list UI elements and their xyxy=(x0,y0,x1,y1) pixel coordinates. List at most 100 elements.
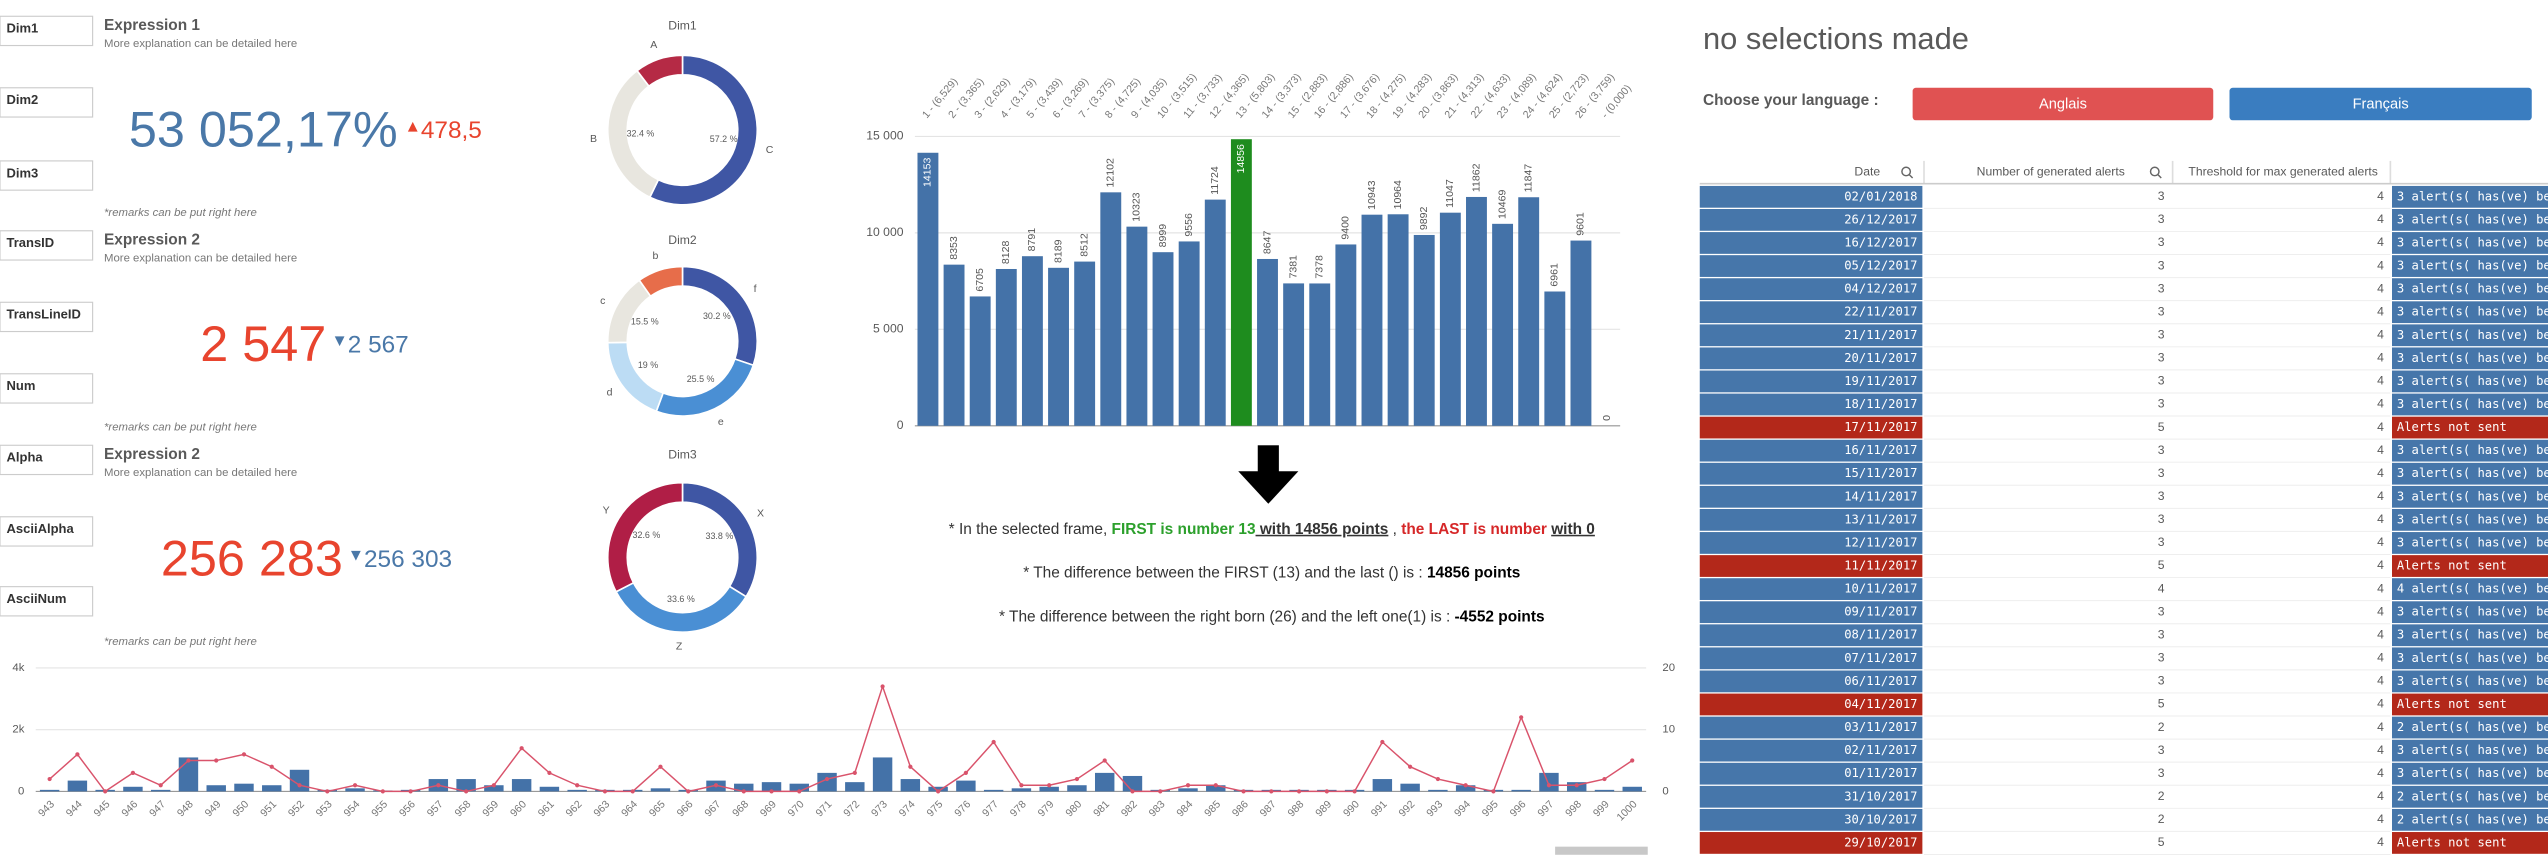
date-cell[interactable] xyxy=(1699,555,1923,577)
date-cell[interactable] xyxy=(1699,462,1923,485)
date-cell[interactable] xyxy=(1699,647,1923,670)
date-cell[interactable] xyxy=(1699,578,1923,600)
date-cell[interactable] xyxy=(1699,185,1923,208)
date-text: 18/11/2017 xyxy=(1844,397,1917,411)
date-text: 16/11/2017 xyxy=(1844,443,1917,457)
status-text: 3 alert(s( has(ve) been se xyxy=(2397,259,2548,273)
bar-value-label: 8999 xyxy=(1157,224,1169,248)
date-cell[interactable] xyxy=(1699,832,1923,854)
status-text: 3 alert(s( has(ve) been se xyxy=(2397,466,2548,480)
date-text: 14/11/2017 xyxy=(1844,489,1917,503)
date-cell[interactable] xyxy=(1699,232,1923,254)
filter-box[interactable] xyxy=(0,87,94,118)
date-cell[interactable] xyxy=(1699,347,1923,370)
date-text: 02/01/2018 xyxy=(1844,189,1917,203)
date-cell[interactable] xyxy=(1699,324,1923,347)
date-cell[interactable] xyxy=(1699,785,1923,808)
status-cell xyxy=(2392,255,2548,277)
date-cell[interactable] xyxy=(1699,762,1923,785)
language-button[interactable] xyxy=(2229,87,2532,121)
search-icon[interactable] xyxy=(1908,174,1914,179)
kpi-secondary: 2 567 xyxy=(348,332,409,359)
date-text: 15/11/2017 xyxy=(1844,466,1917,480)
line-point xyxy=(214,758,219,763)
alerts-threshold: 4 xyxy=(2377,466,2384,480)
date-text: 31/10/2017 xyxy=(1844,789,1917,803)
alerts-threshold: 4 xyxy=(2377,835,2384,849)
date-cell[interactable] xyxy=(1699,255,1923,277)
status-text: 3 alert(s( has(ve) been se xyxy=(2397,674,2548,688)
bar xyxy=(262,785,282,792)
bar xyxy=(995,268,1017,426)
bar xyxy=(900,779,921,792)
alerts-threshold: 4 xyxy=(2377,581,2384,595)
line-point xyxy=(130,770,136,775)
bar xyxy=(1455,785,1476,792)
donut-slice xyxy=(606,481,684,593)
language-button[interactable] xyxy=(1912,87,2214,121)
status-cell xyxy=(2392,624,2548,647)
date-cell[interactable] xyxy=(1699,739,1923,762)
filter-box[interactable] xyxy=(0,586,94,617)
status-cell xyxy=(2392,670,2548,693)
alerts-count: 3 xyxy=(2158,327,2165,341)
line-point xyxy=(713,783,719,788)
status-cell xyxy=(2392,301,2548,324)
alerts-threshold: 4 xyxy=(2377,720,2384,734)
date-cell[interactable] xyxy=(1699,439,1923,462)
date-cell[interactable] xyxy=(1699,716,1923,739)
filter-box[interactable] xyxy=(0,444,94,476)
date-cell[interactable] xyxy=(1699,301,1923,324)
filter-box[interactable] xyxy=(0,516,94,547)
bar xyxy=(206,785,226,792)
status-cell xyxy=(2392,485,2548,508)
date-cell[interactable] xyxy=(1699,393,1923,416)
language-button-label[interactable]: Anglais xyxy=(2039,97,2087,113)
filter-box[interactable] xyxy=(0,160,94,191)
search-icon[interactable] xyxy=(2149,166,2160,177)
note-text: * In the selected frame, xyxy=(949,521,1112,538)
date-cell[interactable] xyxy=(1699,209,1923,231)
date-cell[interactable] xyxy=(1699,670,1923,693)
date-cell[interactable] xyxy=(1699,624,1923,647)
scrollbar[interactable] xyxy=(1555,846,1648,855)
column-header: Threshold for max generated alerts xyxy=(2188,165,2377,179)
date-cell[interactable] xyxy=(1699,508,1923,531)
filter-box[interactable] xyxy=(0,301,94,333)
status-cell xyxy=(2392,416,2548,439)
kpi-value: 256 283 xyxy=(161,530,343,587)
bar xyxy=(1100,192,1122,426)
bar xyxy=(969,296,991,426)
status-text: 3 alert(s( has(ve) been se xyxy=(2397,189,2548,203)
kpi-value: 53 052,17% xyxy=(129,101,398,158)
date-cell[interactable] xyxy=(1699,370,1923,393)
filter-label: Num xyxy=(7,378,36,393)
bar xyxy=(1387,214,1409,426)
alerts-count: 5 xyxy=(2158,697,2165,711)
language-button-label[interactable]: Français xyxy=(2353,97,2409,113)
date-cell[interactable] xyxy=(1699,532,1923,554)
date-cell[interactable] xyxy=(1699,601,1923,624)
date-cell[interactable] xyxy=(1699,485,1923,508)
filter-box[interactable] xyxy=(0,15,94,47)
status-cell xyxy=(2392,693,2548,716)
line-point xyxy=(769,789,774,794)
filter-box[interactable] xyxy=(0,373,94,404)
line-point xyxy=(1491,789,1496,794)
bar-value-label: 14856 xyxy=(1235,144,1247,173)
date-cell[interactable] xyxy=(1699,278,1923,301)
line-point xyxy=(602,789,608,794)
search-icon[interactable] xyxy=(1901,166,1912,177)
date-cell[interactable] xyxy=(1699,808,1923,831)
kpi-explanation: More explanation can be detailed here xyxy=(104,252,297,264)
filter-box[interactable] xyxy=(0,230,94,261)
search-icon[interactable] xyxy=(2157,174,2162,179)
date-cell[interactable] xyxy=(1699,693,1923,716)
line-point xyxy=(908,764,913,769)
status-text: 3 alert(s( has(ve) been se xyxy=(2397,235,2548,249)
donut-category: c xyxy=(600,295,605,307)
status-text: 2 alert(s( has(ve) been se xyxy=(2397,789,2548,803)
date-cell[interactable] xyxy=(1699,416,1923,439)
status-text: 3 alert(s( has(ve) been se xyxy=(2397,443,2548,457)
alerts-threshold: 4 xyxy=(2377,420,2384,434)
